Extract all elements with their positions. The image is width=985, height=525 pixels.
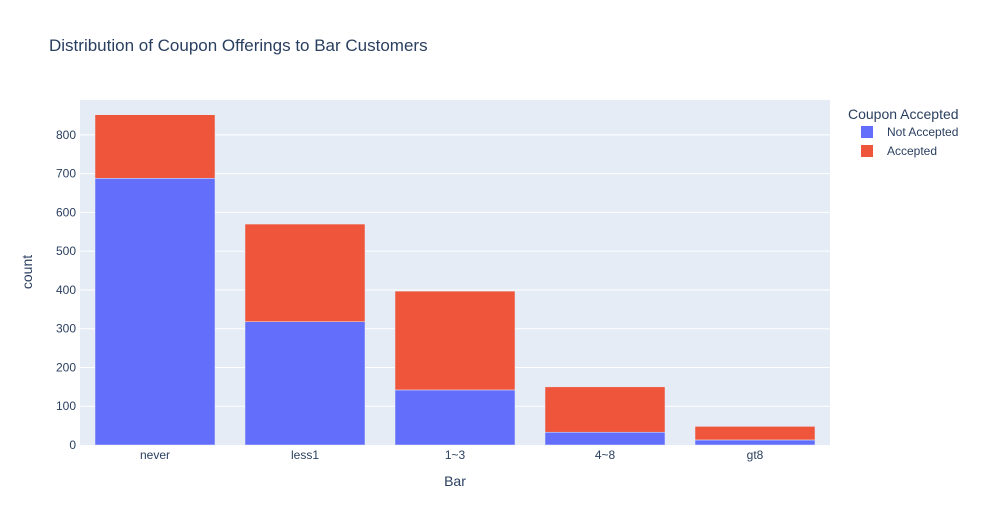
x-tick-label: never xyxy=(140,448,170,462)
y-tick-label: 300 xyxy=(56,322,76,336)
bar-not-accepted xyxy=(394,389,516,446)
x-tick-label: less1 xyxy=(291,448,319,462)
x-tick-label: 1~3 xyxy=(445,448,466,462)
x-tick-label: 4~8 xyxy=(595,448,616,462)
x-tick-label: gt8 xyxy=(747,448,764,462)
y-tick-label: 400 xyxy=(56,283,76,297)
y-tick-label: 800 xyxy=(56,128,76,142)
bar-accepted xyxy=(94,114,216,179)
legend: Coupon Accepted Not Accepted Accepted xyxy=(848,106,959,158)
legend-label: Not Accepted xyxy=(887,125,958,139)
legend-title: Coupon Accepted xyxy=(848,106,959,122)
y-tick-label: 200 xyxy=(56,360,76,374)
x-axis-title: Bar xyxy=(444,473,466,489)
y-tick-label: 0 xyxy=(69,438,76,452)
y-tick-labels: 0 100 200 300 400 500 600 700 800 xyxy=(56,128,76,452)
y-tick-label: 600 xyxy=(56,205,76,219)
bar-accepted xyxy=(544,386,666,433)
bar-not-accepted xyxy=(94,178,216,446)
x-tick-labels: never less1 1~3 4~8 gt8 xyxy=(140,448,764,462)
bar-not-accepted xyxy=(244,321,366,446)
legend-swatch xyxy=(861,145,873,157)
bar-accepted xyxy=(694,426,816,441)
bar-accepted xyxy=(394,290,516,391)
y-tick-label: 100 xyxy=(56,399,76,413)
y-tick-label: 500 xyxy=(56,244,76,258)
legend-swatch xyxy=(861,126,873,138)
legend-label: Accepted xyxy=(887,144,937,158)
bar-not-accepted xyxy=(544,431,666,446)
y-axis-title: count xyxy=(19,255,35,289)
bar-not-accepted xyxy=(694,439,816,446)
bar-accepted xyxy=(244,223,366,322)
y-tick-label: 700 xyxy=(56,167,76,181)
chart-title: Distribution of Coupon Offerings to Bar … xyxy=(49,36,428,55)
bars xyxy=(94,114,816,446)
